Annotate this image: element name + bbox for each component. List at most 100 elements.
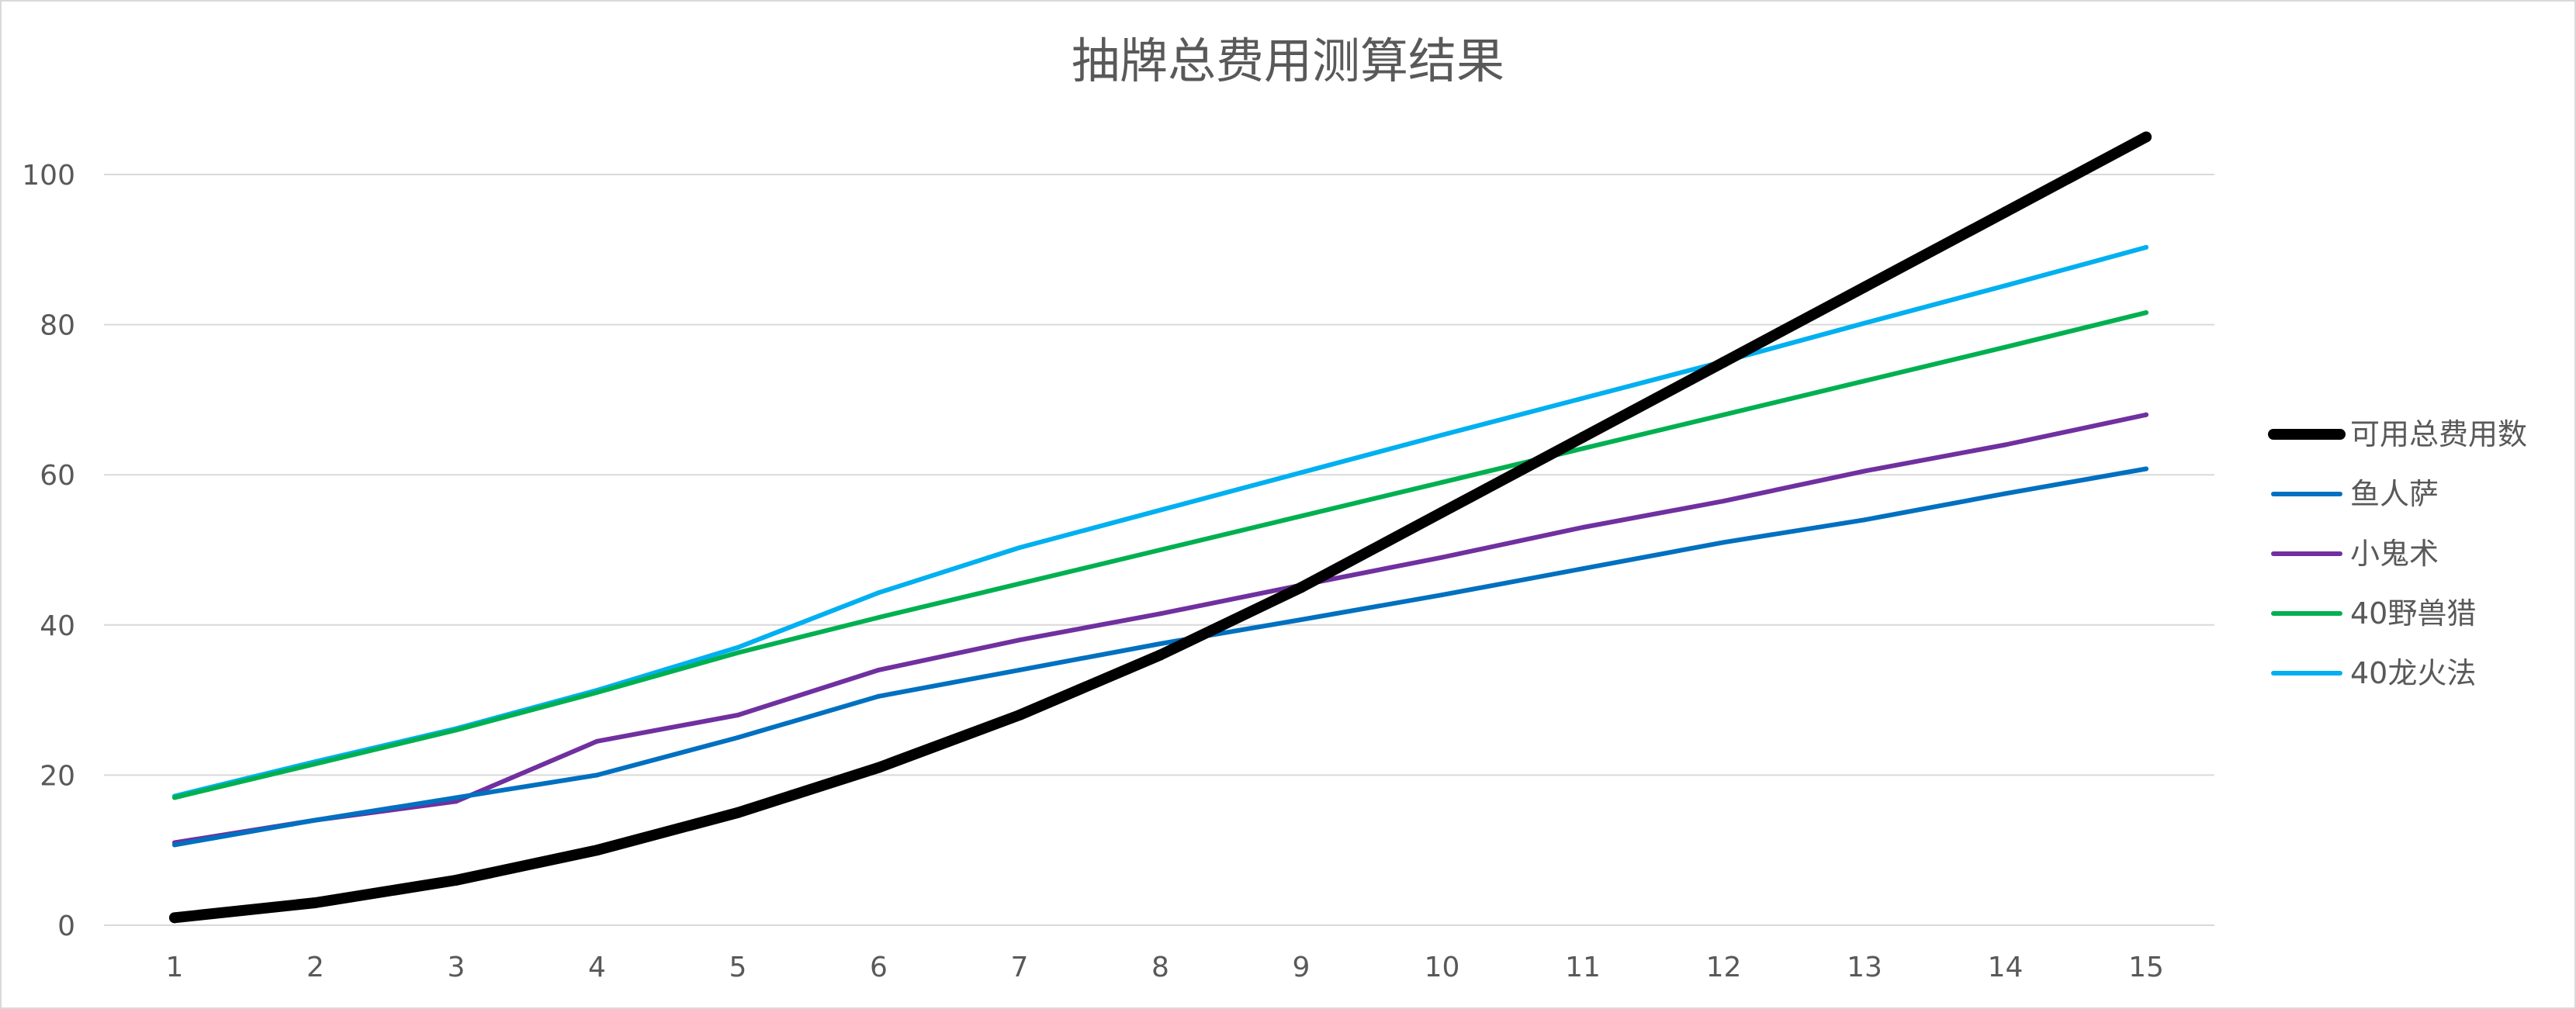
data-point	[736, 712, 740, 717]
data-point	[2141, 131, 2152, 143]
data-point	[1017, 545, 1022, 551]
data-point	[1862, 468, 1867, 474]
data-point	[2144, 412, 2148, 417]
series-1	[169, 131, 2152, 924]
data-point	[1299, 617, 1304, 623]
data-point	[1721, 540, 1726, 545]
x-tick-label: 8	[1151, 952, 1169, 983]
x-tick-label: 5	[729, 952, 747, 983]
data-point	[2003, 344, 2008, 350]
data-point	[1158, 641, 1163, 646]
data-point	[2144, 466, 2148, 472]
data-point	[1017, 581, 1022, 586]
data-point	[594, 772, 600, 778]
data-point	[1299, 470, 1304, 475]
y-tick-label: 80	[40, 310, 75, 342]
data-point	[1158, 548, 1163, 552]
data-point	[1862, 378, 1867, 384]
x-tick-label: 6	[870, 952, 888, 983]
legend-label: 40龙火法	[2350, 656, 2476, 690]
x-tick-label: 3	[448, 952, 466, 983]
y-tick-label: 20	[40, 760, 75, 792]
legend-item: 小鬼术	[2271, 537, 2439, 571]
y-tick-label: 60	[40, 460, 75, 492]
series-3	[172, 412, 2148, 845]
y-tick-label: 40	[40, 610, 75, 642]
x-tick-label: 2	[306, 952, 324, 983]
x-tick-label: 13	[1847, 952, 1882, 983]
data-point	[454, 795, 459, 800]
data-point	[1859, 282, 1870, 293]
x-tick-label: 11	[1565, 952, 1601, 983]
series-line	[172, 412, 2148, 845]
data-point	[313, 817, 318, 823]
data-point	[2144, 244, 2148, 250]
y-tick-label: 0	[57, 911, 75, 942]
x-axis-ticks: 1 2 3 4 5 6 7 8 9 10 11 12 13 14 15	[166, 952, 2164, 983]
data-point	[876, 615, 881, 620]
series-4	[172, 310, 2148, 800]
data-point	[1721, 412, 1726, 417]
data-point	[1439, 432, 1445, 437]
data-point	[1439, 593, 1445, 598]
legend-item: 40野兽猎	[2271, 596, 2476, 631]
data-point	[1862, 517, 1867, 523]
data-point	[1718, 357, 1729, 368]
series-line	[169, 131, 2152, 924]
series-2	[172, 466, 2148, 848]
data-point	[1299, 513, 1304, 519]
data-point	[1017, 667, 1022, 672]
legend-label: 40野兽猎	[2350, 596, 2476, 631]
data-point	[1014, 709, 1025, 720]
data-point	[591, 845, 603, 856]
data-point	[594, 689, 600, 695]
data-point	[2003, 442, 2008, 447]
data-point	[2000, 206, 2011, 218]
data-point	[876, 667, 881, 672]
data-point	[736, 650, 740, 655]
legend-item: 鱼人萨	[2271, 477, 2439, 511]
x-tick-label: 14	[1988, 952, 2024, 983]
series-line	[172, 310, 2148, 800]
data-point	[1017, 638, 1022, 643]
data-point	[876, 693, 881, 699]
data-point	[1439, 479, 1445, 485]
chart-title: 抽牌总费用测算结果	[1072, 33, 1504, 89]
data-point	[873, 762, 885, 773]
data-point	[172, 795, 177, 800]
x-tick-label: 9	[1293, 952, 1311, 983]
data-point	[1581, 446, 1585, 451]
data-point	[1155, 649, 1166, 661]
data-point	[876, 590, 881, 596]
data-point	[1577, 431, 1588, 443]
data-point	[1436, 506, 1448, 518]
data-point	[2144, 310, 2148, 316]
data-point	[1581, 396, 1585, 401]
series-lines	[169, 131, 2152, 924]
data-point	[454, 727, 459, 733]
data-point	[732, 807, 743, 818]
x-tick-label: 7	[1011, 952, 1029, 983]
data-point	[1158, 611, 1163, 617]
x-tick-label: 12	[1706, 952, 1742, 983]
data-point	[594, 738, 600, 744]
y-axis-ticks: 0 20 40 60 80 100	[22, 160, 75, 942]
y-tick-label: 100	[22, 160, 75, 192]
legend-label: 鱼人萨	[2350, 477, 2439, 511]
data-point	[1296, 582, 1307, 593]
data-point	[736, 735, 740, 740]
data-point	[451, 874, 462, 886]
data-point	[736, 644, 740, 650]
data-point	[1581, 524, 1585, 530]
data-point	[1721, 499, 1726, 504]
legend-label: 小鬼术	[2350, 537, 2439, 571]
x-tick-label: 15	[2128, 952, 2164, 983]
legend-item: 40龙火法	[2271, 656, 2476, 690]
data-point	[313, 761, 318, 766]
legend-label: 可用总费用数	[2350, 417, 2527, 451]
data-point	[2003, 283, 2008, 289]
x-tick-label: 4	[588, 952, 606, 983]
